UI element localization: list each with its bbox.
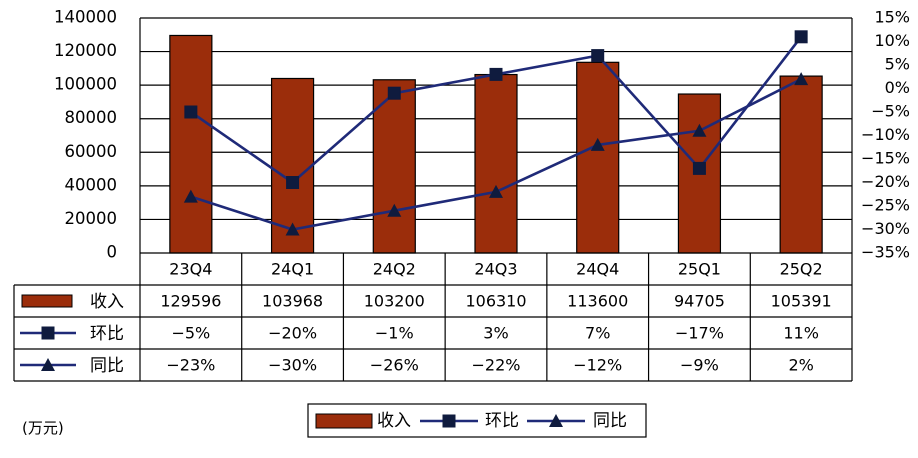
unit-label: (万元) <box>22 419 64 437</box>
y-right-tick-label: −20% <box>861 172 910 191</box>
axes: 0 20000 40000 60000 80000 100000 120000 140000 1… <box>54 8 910 262</box>
bar-revenue <box>779 75 823 254</box>
y-left-tick-label: 20000 <box>65 209 118 228</box>
marker-qoq <box>489 67 503 81</box>
y-left-tick-label: 0 <box>107 243 118 262</box>
y-left-tick-label: 40000 <box>65 175 118 194</box>
y-left-tick-label: 100000 <box>54 75 117 94</box>
table-cell: −5% <box>171 324 210 343</box>
table-cell: 11% <box>783 324 819 343</box>
table-row-label: 环比 <box>90 324 124 344</box>
table-cell: 113600 <box>567 292 628 311</box>
legend-label-yoy: 同比 <box>593 411 627 431</box>
y-right-tick-label: −35% <box>861 243 910 262</box>
marker-yoy <box>692 123 707 137</box>
category-label: 24Q3 <box>474 260 517 279</box>
table-cell: 103968 <box>262 292 323 311</box>
legend-swatch-revenue <box>315 413 373 429</box>
marker-qoq <box>692 161 706 175</box>
data-table: 23Q4 24Q1 24Q2 24Q3 24Q4 25Q1 25Q2 收入 129596 1039… <box>13 252 853 382</box>
marker-qoq <box>387 86 401 100</box>
legend-key-revenue <box>21 294 73 308</box>
legend-key-triangle <box>41 358 55 371</box>
bar-revenue <box>576 61 620 254</box>
table-cell: 103200 <box>364 292 425 311</box>
marker-yoy <box>183 189 198 203</box>
table-cell: −22% <box>472 356 521 375</box>
bar-series-revenue <box>169 34 823 254</box>
table-cell: 105391 <box>771 292 832 311</box>
legend-marker-qoq <box>442 414 456 428</box>
marker-yoy <box>285 222 300 236</box>
category-label: 24Q1 <box>271 260 314 279</box>
legend-key-square <box>41 326 55 340</box>
y-right-tick-label: 15% <box>874 8 910 27</box>
y-right-tick-label: 0% <box>885 78 910 97</box>
table-cell: −20% <box>268 324 317 343</box>
table-row: 收入 129596 103968 103200 106310 113600 94705 105… <box>21 292 832 312</box>
table-cell: −12% <box>573 356 622 375</box>
marker-qoq <box>591 49 605 63</box>
line-series <box>183 30 809 236</box>
marker-yoy <box>590 137 605 151</box>
y-left-tick-label: 80000 <box>65 108 118 127</box>
legend-label-revenue: 收入 <box>377 411 411 431</box>
table-cell: −23% <box>166 356 215 375</box>
marker-yoy <box>387 203 402 217</box>
table-cell: 106310 <box>465 292 526 311</box>
marker-yoy <box>489 184 503 198</box>
table-cell: −9% <box>680 356 719 375</box>
category-label: 25Q1 <box>678 260 721 279</box>
y-right-tick-label: −15% <box>861 149 910 168</box>
marker-yoy <box>794 72 809 86</box>
y-right-tick-label: −10% <box>861 125 910 144</box>
table-cell: −1% <box>375 324 414 343</box>
y-right-tick-label: −5% <box>871 102 910 121</box>
table-cell: 7% <box>585 324 610 343</box>
bar-revenue <box>372 79 416 254</box>
category-label: 24Q2 <box>373 260 416 279</box>
y-left-tick-label: 140000 <box>54 8 117 27</box>
table-cell: 3% <box>483 324 508 343</box>
y-right-tick-label: 5% <box>885 55 910 74</box>
category-label: 25Q2 <box>780 260 823 279</box>
category-label: 24Q4 <box>576 260 619 279</box>
legend-label-qoq: 环比 <box>485 411 519 431</box>
table-row: 环比 −5% −20% −1% 3% 7% −17% 11% <box>20 324 819 344</box>
legend: 收入 环比 同比 <box>307 403 647 438</box>
bar-revenue <box>474 73 518 254</box>
table-cell: −26% <box>370 356 419 375</box>
y-right-tick-label: −30% <box>861 219 910 238</box>
marker-qoq <box>184 105 198 119</box>
marker-qoq <box>794 30 808 44</box>
table-row-label: 同比 <box>90 356 124 376</box>
bar-revenue <box>169 34 213 254</box>
category-label: 23Q4 <box>169 260 212 279</box>
y-right-tick-label: −25% <box>861 196 910 215</box>
table-cell: 2% <box>788 356 813 375</box>
marker-qoq <box>286 176 300 189</box>
table-cell: 129596 <box>160 292 221 311</box>
table-row-label: 收入 <box>90 292 124 312</box>
y-right-tick-label: 10% <box>874 31 910 50</box>
table-cell: −17% <box>675 324 724 343</box>
legend-marker-yoy <box>549 414 563 427</box>
table-cell: −30% <box>268 356 317 375</box>
table-row: 同比 −23% −30% −26% −22% −12% −9% 2% <box>20 356 814 376</box>
table-cell: 94705 <box>674 292 725 311</box>
y-left-tick-label: 60000 <box>65 142 118 161</box>
y-left-tick-label: 120000 <box>54 41 117 60</box>
